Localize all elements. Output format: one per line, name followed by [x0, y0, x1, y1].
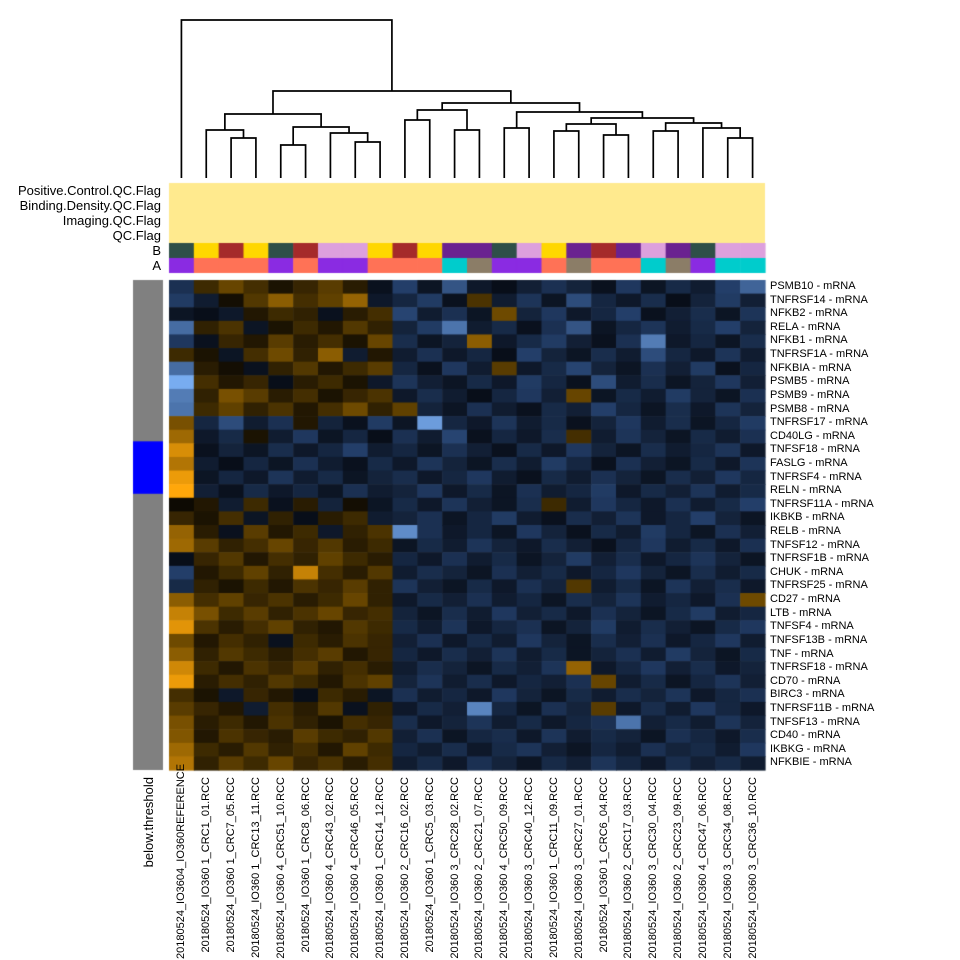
dendrogram-branch-m11 [503, 127, 530, 178]
dendrogram-branch-m8 [404, 119, 431, 178]
dendrogram-branch-m6 [292, 126, 350, 145]
row-label-psmb8: PSMB8 - mRNA [770, 402, 850, 415]
column-label-3: 20180524_IO360 1_CRC7_05.RCC [225, 777, 238, 953]
column-label-1: 20180524_IO3604_IO360REFERENCE [175, 763, 188, 959]
annotation-label-qc-flag: QC.Flag [112, 228, 161, 243]
row-label-tnfrsf11b: TNFRSF11B - mRNA [770, 701, 875, 714]
annotation-label-imaging-qc-flag: Imaging.QC.Flag [62, 213, 161, 228]
column-label-15: 20180524_IO360 3_CRC40_12.RCC [523, 777, 536, 959]
dendrogram-branch-m14 [565, 123, 617, 135]
column-label-5: 20180524_IO360 4_CRC51_10.RCC [274, 777, 287, 959]
annotation-label-binding-density-qc-flag: Binding.Density.QC.Flag [19, 198, 161, 213]
column-label-21: 20180524_IO360 2_CRC23_09.RCC [672, 777, 685, 959]
row-label-tnfsf4: TNFSF4 - mRNA [770, 620, 854, 633]
column-label-19: 20180524_IO360 2_CRC17_03.RCC [622, 777, 635, 959]
row-label-tnfsf13b: TNFSF13B - mRNA [770, 633, 868, 646]
column-label-7: 20180524_IO360 4_CRC43_02.RCC [324, 777, 337, 959]
annotation-label-a: A [152, 258, 161, 273]
dendrogram-branch-m9 [453, 129, 481, 178]
column-label-11: 20180524_IO360 1_CRC5_03.RCC [423, 777, 436, 953]
row-label-birc3: BIRC3 - mRNA [770, 688, 845, 701]
row-label-cd40lg: CD40LG - mRNA [770, 429, 855, 442]
column-label-13: 20180524_IO360 2_CRC21_07.RCC [473, 777, 486, 959]
row-label-tnfrsf1a: TNFRSF1A - mRNA [770, 348, 869, 361]
column-label-18: 20180524_IO360 1_CRC6_04.RCC [597, 777, 610, 953]
column-label-17: 20180524_IO360 3_CRC27_01.RCC [572, 777, 585, 959]
dendrogram-branch-m16 [726, 137, 754, 178]
column-label-2: 20180524_IO360 1_CRC1_01.RCC [200, 777, 213, 953]
annotation-label-b: B [152, 243, 161, 258]
column-label-9: 20180524_IO360 1_CRC14_12.RCC [374, 777, 387, 959]
row-label-tnfrsf11a: TNFRSF11A - mRNA [770, 497, 874, 510]
row-label-ltb: LTB - mRNA [770, 606, 832, 619]
column-label-22: 20180524_IO360 4_CRC47_06.RCC [696, 777, 709, 959]
column-label-16: 20180524_IO360 1_CRC11_09.RCC [547, 777, 560, 958]
row-label-tnfrsf14: TNFRSF14 - mRNA [770, 293, 868, 306]
row-label-chuk: CHUK - mRNA [770, 565, 844, 578]
column-label-24: 20180524_IO360 3_CRC36_10.RCC [746, 777, 759, 959]
dendrogram-branch-m15 [652, 130, 679, 178]
column-label-8: 20180524_IO360 4_CRC46_05.RCC [349, 777, 362, 959]
dendrogram-branch-m3 [279, 144, 307, 178]
dendrogram-branch-m1 [230, 137, 257, 178]
row-label-tnfrsf4: TNFRSF4 - mRNA [770, 470, 862, 483]
dendrogram-branch-m5 [329, 132, 369, 178]
row-label-faslg: FASLG - mRNA [770, 456, 848, 469]
row-label-tnfsf18: TNFSF18 - mRNA [770, 443, 860, 456]
row-label-relb: RELB - mRNA [770, 525, 841, 537]
row-label-cd40: CD40 - mRNA [770, 729, 841, 742]
dendrogram-branch-m20 [515, 111, 644, 128]
row-label-tnfrsf17: TNFRSF17 - mRNA [770, 416, 868, 429]
column-label-10: 20180524_IO360 2_CRC16_02.RCC [398, 777, 411, 959]
below-threshold-label: below.threshold [141, 777, 156, 868]
dendrogram-branch-m4 [354, 141, 381, 178]
row-label-rela: RELA - mRNA [770, 320, 841, 333]
row-label-cd27: CD27 - mRNA [770, 593, 841, 606]
dendrogram-branch-m17 [702, 127, 742, 178]
row-label-cd70: CD70 - mRNA [770, 674, 841, 687]
column-label-20: 20180524_IO360 3_CRC30_04.RCC [647, 777, 660, 959]
dendrogram-branch-m12 [553, 130, 580, 178]
dendrogram-branch-m18 [664, 122, 723, 131]
column-label-23: 20180524_IO360 3_CRC34_08.RCC [721, 777, 734, 959]
row-label-tnfsf13: TNFSF13 - mRNA [770, 715, 860, 728]
row-label-nfkbie: NFKBIE - mRNA [770, 756, 852, 769]
row-label-nfkbia: NFKBIA - mRNA [770, 361, 852, 374]
row-label-ikbkg: IKBKG - mRNA [770, 742, 846, 755]
column-label-6: 20180524_IO360 1_CRC8_06.RCC [299, 777, 312, 953]
row-label-nfkb1: NFKB1 - mRNA [770, 334, 848, 347]
row-label-tnfrsf18: TNFRSF18 - mRNA [770, 661, 868, 674]
row-label-tnfrsf25: TNFRSF25 - mRNA [770, 579, 868, 592]
row-label-tnf: TNF - mRNA [770, 647, 834, 660]
row-label-reln: RELN - mRNA [770, 484, 842, 497]
column-label-4: 20180524_IO360 1_CRC13_11.RCC [249, 777, 262, 958]
row-label-nfkb2: NFKB2 - mRNA [770, 307, 848, 320]
row-label-psmb5: PSMB5 - mRNA [770, 375, 850, 388]
row-label-psmb10: PSMB10 - mRNA [770, 280, 856, 292]
annotation-row-labels: Positive.Control.QC.Flag Binding.Density… [0, 183, 164, 273]
row-label-psmb9: PSMB9 - mRNA [770, 388, 850, 401]
dendrogram-branch-m23 [180, 19, 393, 178]
column-label-14: 20180524_IO360 4_CRC50_09.RCC [498, 777, 511, 959]
annotation-label-positive-control-qc-flag: Positive.Control.QC.Flag [17, 183, 161, 198]
row-label-tnfrsf1b: TNFRSF1B - mRNA [770, 552, 869, 565]
dendrogram-branch-m13 [602, 134, 630, 178]
row-label-ikbkb: IKBKB - mRNA [770, 511, 845, 524]
row-label-tnfsf12: TNFSF12 - mRNA [770, 538, 860, 551]
column-label-12: 20180524_IO360 3_CRC28_02.RCC [448, 777, 461, 959]
